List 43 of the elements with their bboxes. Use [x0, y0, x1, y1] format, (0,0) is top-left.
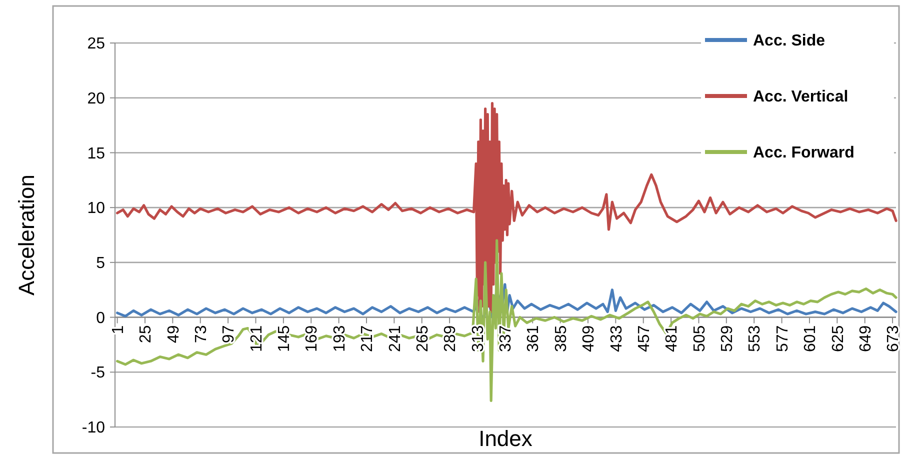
y-tick-label: -5 — [90, 364, 106, 382]
x-tick-label: 265 — [414, 325, 432, 352]
x-tick-label: 409 — [580, 325, 598, 352]
y-tick-label: 0 — [96, 310, 106, 327]
x-tick-label: 313 — [470, 325, 487, 352]
x-tick-label: 673 — [885, 325, 902, 352]
x-tick-label: 217 — [359, 325, 376, 352]
x-tick-label: 649 — [857, 325, 874, 352]
line-series — [116, 102, 898, 314]
y-tick-label: 25 — [87, 36, 106, 53]
x-tick-label: 481 — [664, 325, 681, 352]
y-tick-label: 10 — [87, 200, 106, 218]
x-tick-label: 25 — [138, 325, 155, 344]
y-tick-label: -10 — [82, 420, 106, 437]
x-tick-label: 601 — [802, 325, 820, 352]
x-tick-label: 121 — [248, 325, 266, 352]
legend-label: Acc. Vertical — [753, 88, 848, 106]
y-tick-label: 5 — [96, 255, 106, 272]
y-axis-title: Acceleration — [14, 174, 39, 296]
x-tick-label: 625 — [830, 325, 847, 352]
x-tick-label: 361 — [525, 325, 542, 352]
x-tick-label: 73 — [192, 325, 210, 344]
legend-label: Acc. Side — [753, 32, 826, 50]
x-tick-label: 49 — [165, 325, 182, 344]
x-tick-label: 1 — [110, 325, 127, 334]
x-tick-label: 577 — [774, 325, 792, 352]
x-tick-label: 97 — [220, 325, 238, 344]
x-tick-label: 241 — [386, 325, 404, 352]
x-tick-label: 145 — [276, 325, 294, 352]
y-tick-label: 15 — [87, 145, 106, 162]
x-tick-label: 337 — [498, 325, 515, 352]
x-tick-label: 553 — [746, 325, 764, 352]
x-tick-label: 433 — [608, 325, 626, 352]
legend-label: Acc. Forward — [753, 144, 854, 162]
x-tick-label: 193 — [331, 325, 348, 352]
x-tick-label: 529 — [719, 325, 736, 352]
y-tick-label: 20 — [87, 90, 106, 108]
x-tick-label: 505 — [691, 325, 708, 352]
x-tick-label: 457 — [636, 325, 653, 352]
x-axis-title: Index — [478, 426, 532, 451]
x-tick-label: 289 — [442, 325, 460, 352]
x-tick-label: 169 — [304, 325, 321, 352]
x-tick-label: 385 — [552, 325, 570, 352]
